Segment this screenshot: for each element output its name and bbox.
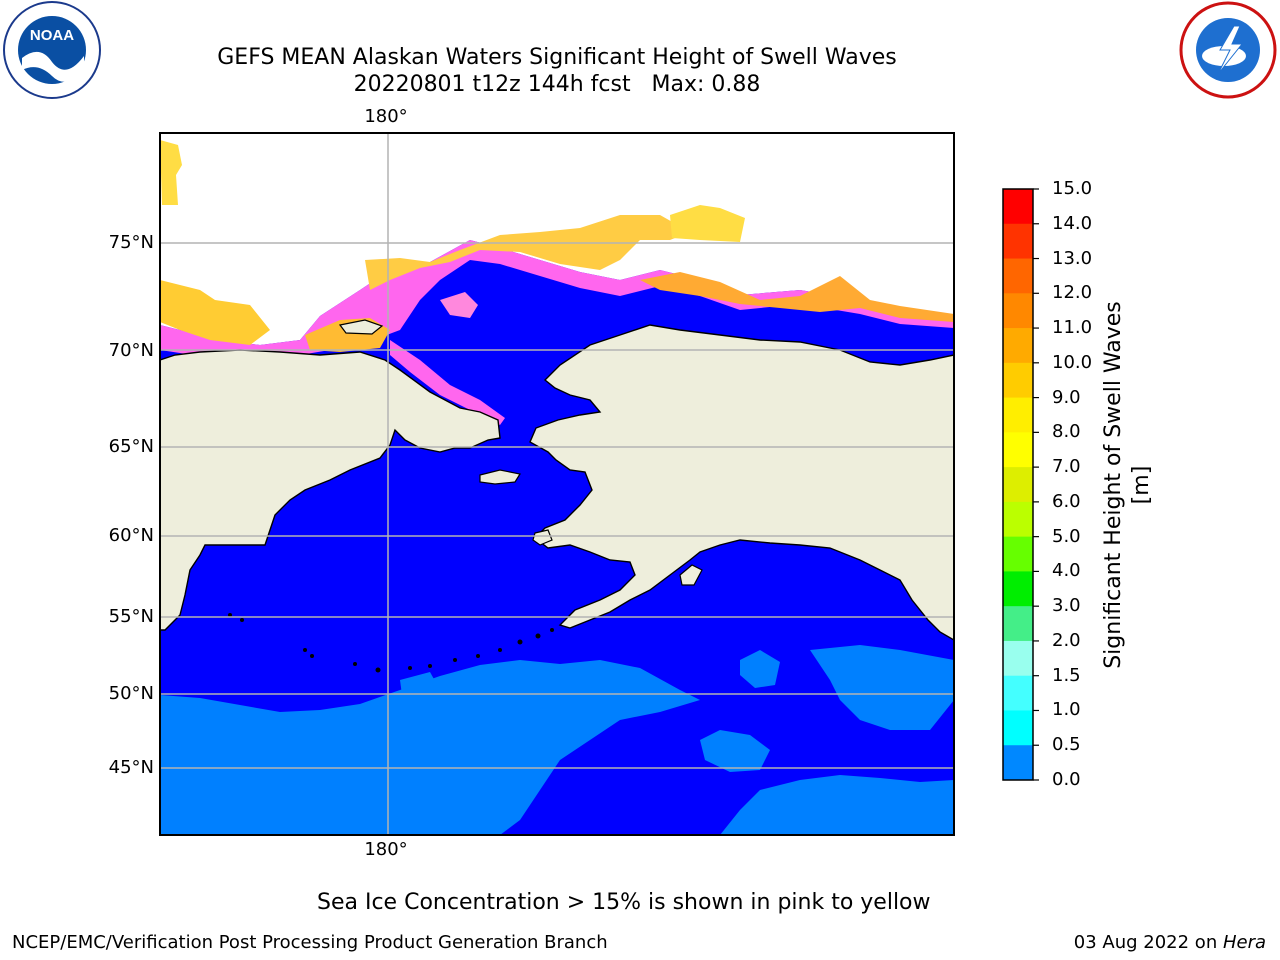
sea-ice-patch [640,272,954,322]
colorbar-segment [1003,675,1033,711]
colorbar-tick-label: 3.0 [1052,595,1081,617]
lat-label: 65°N [108,436,154,457]
footer-host: Hera [1222,932,1266,953]
wrangel-island [338,319,384,335]
colorbar-tick-label: 15.0 [1052,178,1093,199]
nws-logo [1179,1,1277,99]
ocean-mid-region [700,730,770,772]
colorbar-tick-label: 14.0 [1052,212,1093,234]
colorbar-segment [1003,397,1033,433]
ocean-mid-region [720,775,954,835]
colorbar-tick-label: 1.0 [1052,699,1081,721]
colorbar-label: Significant Height of Swell Waves [m] [1101,301,1154,669]
colorbar-segment [1003,189,1033,225]
lat-label: 45°N [108,757,154,778]
lat-label: 55°N [108,606,154,627]
colorbar-frame [1002,188,1034,781]
aleutian-islands [228,613,554,673]
colorbar-tick-label: 1.5 [1052,664,1081,686]
chart-subtitle: 20220801 t12z 144h fcst Max: 0.88 [353,72,761,97]
colorbar [1002,188,1039,781]
ocean-mid-region [400,672,440,700]
colorbar-tick-label: 13.0 [1052,247,1093,269]
siberia-landmass [160,349,501,631]
ocean-mid-region [810,645,954,730]
colorbar-segment [1003,328,1033,364]
lat-label: 60°N [108,525,154,546]
graticule [160,133,954,835]
colorbar-segment [1003,606,1033,642]
colorbar-segment [1003,223,1033,260]
kodiak-island [679,564,703,586]
sea-ice-patch [390,340,505,425]
colorbar-tick-label: 7.0 [1052,456,1081,478]
colorbar-segment [1003,640,1033,677]
sea-ice-patch [440,292,478,318]
ocean-mid-region [740,650,780,688]
lon-label-bottom: 180° [364,839,408,860]
st-lawrence-island [479,469,521,485]
footer-date-text: 03 Aug 2022 on [1073,932,1223,953]
colorbar-segment [1003,432,1033,468]
colorbar-tick-label: 8.0 [1052,421,1081,443]
lat-label: 70°N [108,340,154,361]
colorbar-tick-label: 0.5 [1052,734,1081,756]
footer-credit: NCEP/EMC/Verification Post Processing Pr… [12,932,608,953]
colorbar-tick-label: 5.0 [1052,525,1081,547]
nunivak-island [532,529,553,546]
colorbar-tick-label: 0.0 [1052,769,1081,790]
noaa-logo-text: NOAA [30,27,74,44]
colorbar-segment [1003,467,1033,503]
colorbar-segment [1003,745,1033,781]
sea-ice-patch [365,215,690,290]
sea-ice-patch [160,140,182,205]
colorbar-tick-label: 11.0 [1052,317,1093,339]
colorbar-tick-label: 9.0 [1052,386,1081,408]
ocean-mid-region [160,660,700,835]
colorbar-tick-label: 2.0 [1052,629,1081,651]
colorbar-tick-label: 12.0 [1052,282,1093,304]
colorbar-tick-label: 6.0 [1052,490,1081,512]
colorbar-tick-label: 10.0 [1052,351,1093,373]
lat-label: 75°N [108,232,154,253]
colorbar-segment [1003,362,1033,399]
chart-title: GEFS MEAN Alaskan Waters Significant Hei… [217,45,897,70]
colorbar-segment [1003,258,1033,294]
lat-label: 50°N [108,683,154,704]
sea-ice-note: Sea Ice Concentration > 15% is shown in … [317,890,931,915]
alaska-landmass [529,324,954,641]
map-frame [159,132,955,836]
lon-label-top: 180° [364,106,408,127]
footer-date: 03 Aug 2022 on Hera [1074,932,1266,953]
colorbar-segment [1003,501,1033,538]
sea-ice-patch [160,280,270,345]
colorbar-segment [1003,571,1033,607]
noaa-logo: NOAA [3,1,101,99]
colorbar-segment [1003,710,1033,746]
colorbar-segment [1003,536,1033,572]
colorbar-segment [1003,293,1033,329]
colorbar-tick-label: 4.0 [1052,560,1081,582]
sea-ice-patch [670,205,745,242]
